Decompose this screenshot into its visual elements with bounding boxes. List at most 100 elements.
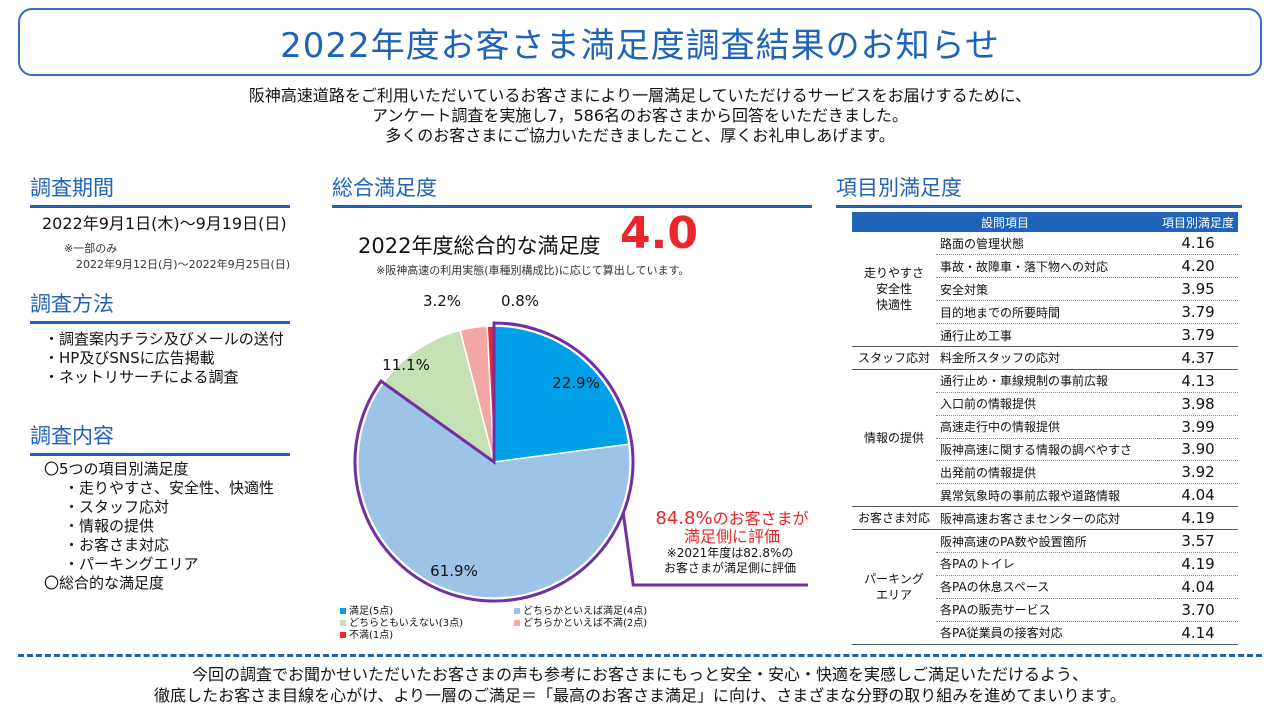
- items-table: 設問項目 項目別満足度 走りやすさ 安全性 快適性 路面の管理状態 4.16 事故・故障車…: [852, 212, 1238, 645]
- table-row: 出発前の情報提供 3.92: [852, 460, 1238, 485]
- overall-score: 4.0: [620, 208, 698, 259]
- table-item-label: 通行止め・車線規制の事前広報: [936, 369, 1159, 393]
- table-item-score: 3.70: [1158, 598, 1238, 622]
- table-item-score: 4.16: [1158, 232, 1238, 256]
- overall-score-note: ※阪神高速の利用実態(車種別構成比)に応じて算出しています。: [376, 264, 690, 277]
- callout-leader-line: [621, 512, 808, 587]
- table-item-label: 各PAの休息スペース: [936, 575, 1159, 599]
- table-row: 走りやすさ 安全性 快適性 路面の管理状態 4.16: [852, 232, 1238, 347]
- table-row: スタッフ応対 料金所スタッフの応対 4.37: [852, 346, 1238, 370]
- title-box: 2022年度お客さま満足度調査結果のお知らせ: [18, 8, 1262, 76]
- period-main: 2022年9月1日(木)～9月19日(日): [42, 214, 287, 233]
- callout-note-1: ※2021年度は82.8%の: [666, 546, 794, 560]
- period-note: ※一部のみ: [64, 242, 118, 255]
- method-heading: 調査方法: [30, 288, 290, 324]
- period-note-dates: 2022年9月12日(月)～2022年9月25日(日): [76, 258, 291, 271]
- closing-text: 今回の調査でお聞かせいただいたお客さまの声も参考にお客さまにもっと安全・安心・快…: [0, 664, 1280, 706]
- table-row: 事故・故障車・落下物への対応 4.20: [852, 254, 1238, 279]
- table-item-score: 3.98: [1158, 392, 1238, 416]
- callout-main: 84.8%のお客さまが 満足側に評価: [644, 510, 820, 546]
- table-item-label: 出発前の情報提供: [936, 460, 1159, 485]
- intro-line: アンケート調査を実施し7，586名のお客さまから回答をいただきました。: [371, 106, 909, 125]
- table-item-score: 4.04: [1158, 575, 1238, 599]
- content-item: 〇総合的な満足度: [44, 574, 165, 592]
- table-group-label: パーキング エリア: [852, 529, 936, 645]
- table-row: 阪神高速に関する情報の調べやすさ 3.90: [852, 438, 1238, 462]
- table-row: 異常気象時の事前広報や道路情報 4.04: [852, 483, 1238, 508]
- legend-item: どちらかといえば満足(4点): [514, 606, 647, 618]
- pie-slice-label: 0.8%: [501, 292, 539, 310]
- table-item-label: 異常気象時の事前広報や道路情報: [936, 483, 1159, 508]
- table-item-score: 4.04: [1158, 483, 1238, 508]
- legend-label: どちらともいえない(3点): [349, 618, 463, 629]
- table-row: 安全対策 3.95: [852, 277, 1238, 302]
- table-item-label: 通行止め工事: [936, 323, 1159, 347]
- satisfied-highlight: [353, 321, 635, 603]
- legend-item: どちらともいえない(3点): [340, 618, 463, 630]
- content-item: ・お客さま対応: [64, 536, 170, 554]
- table-row: 高速走行中の情報提供 3.99: [852, 415, 1238, 439]
- legend-swatch: [340, 632, 346, 638]
- legend-item: どちらかといえば不満(2点): [514, 618, 647, 630]
- items-heading: 項目別満足度: [836, 172, 1242, 208]
- content-heading: 調査内容: [30, 420, 290, 456]
- period-heading: 調査期間: [30, 172, 290, 208]
- overall-heading: 総合満足度: [332, 172, 812, 208]
- table-item-label: 阪神高速お客さまセンターの応対: [936, 506, 1159, 531]
- table-item-label: 高速走行中の情報提供: [936, 415, 1159, 439]
- table-item-label: 各PA従業員の接客対応: [936, 621, 1159, 645]
- table-item-label: 目的地までの所要時間: [936, 300, 1159, 325]
- legend-label: 満足(5点): [349, 606, 394, 617]
- table-item-score: 4.19: [1158, 552, 1238, 576]
- page-title: 2022年度お客さま満足度調査結果のお知らせ: [280, 25, 1000, 66]
- callout-note: ※2021年度は82.8%の お客さまが満足側に評価: [640, 546, 820, 576]
- content-item: ・パーキングエリア: [64, 555, 199, 573]
- table-item-score: 4.14: [1158, 621, 1238, 645]
- intro-line: 阪神高速道路をご利用いただいているお客さまにより一層満足していただけるサービスを…: [248, 86, 1032, 105]
- legend-item: 満足(5点): [340, 606, 393, 618]
- method-item: ・ネットリサーチによる調査: [44, 368, 239, 386]
- table-group-label: お客さま対応: [852, 506, 936, 531]
- table-item-label: 料金所スタッフの応対: [936, 346, 1159, 370]
- content-item: ・情報の提供: [64, 517, 155, 535]
- table-row: 各PAのトイレ 4.19: [852, 552, 1238, 576]
- table-row: お客さま対応 阪神高速お客さまセンターの応対 4.19: [852, 506, 1238, 531]
- intro-line: 多くのお客さまにご協力いただきましたこと、厚くお礼申しあげます。: [385, 126, 895, 145]
- method-item: ・HP及びSNSに広告掲載: [44, 349, 215, 367]
- table-item-score: 3.79: [1158, 323, 1238, 347]
- table-header-item: 設問項目: [852, 212, 1159, 232]
- callout-note-2: お客さまが満足側に評価: [663, 561, 796, 575]
- table-item-score: 4.19: [1158, 506, 1238, 531]
- content-item: ・走りやすさ、安全性、快適性: [64, 479, 275, 497]
- legend-swatch: [514, 608, 520, 614]
- table-row: パーキング エリア 阪神高速のPA数や設置箇所 3.57: [852, 529, 1238, 645]
- table-row: 各PAの休息スペース 4.04: [852, 575, 1238, 599]
- legend-swatch: [340, 620, 346, 626]
- legend-swatch: [514, 620, 520, 626]
- legend-label: どちらかといえば満足(4点): [523, 606, 648, 617]
- content-item: ・スタッフ応対: [64, 498, 170, 516]
- table-group-label: スタッフ応対: [852, 346, 936, 370]
- legend-item: 不満(1点): [340, 630, 393, 642]
- table-item-score: 3.92: [1158, 460, 1238, 485]
- content-item: 〇5つの項目別満足度: [44, 460, 189, 478]
- table-item-score: 3.95: [1158, 277, 1238, 302]
- pie-slices: [357, 325, 631, 599]
- pie-slice: [493, 325, 630, 463]
- callout-text: のお客さまが: [712, 509, 809, 528]
- table-item-label: 阪神高速のPA数や設置箇所: [936, 529, 1159, 553]
- callout-text-2: 満足側に評価: [683, 527, 780, 546]
- table-item-score: 3.79: [1158, 300, 1238, 325]
- table-item-score: 4.37: [1158, 346, 1238, 370]
- table-row: 通行止め工事 3.79: [852, 323, 1238, 347]
- table-item-score: 3.99: [1158, 415, 1238, 439]
- legend-label: どちらかといえば不満(2点): [523, 618, 648, 629]
- table-row: 目的地までの所要時間 3.79: [852, 300, 1238, 325]
- table-item-label: 事故・故障車・落下物への対応: [936, 254, 1159, 279]
- callout-percent: 84.8%: [655, 508, 713, 529]
- legend-swatch: [340, 608, 346, 614]
- table-item-label: 安全対策: [936, 277, 1159, 302]
- table-item-label: 路面の管理状態: [936, 232, 1159, 256]
- pie-highlight: [353, 321, 808, 603]
- overall-score-label: 2022年度総合的な満足度: [358, 234, 601, 258]
